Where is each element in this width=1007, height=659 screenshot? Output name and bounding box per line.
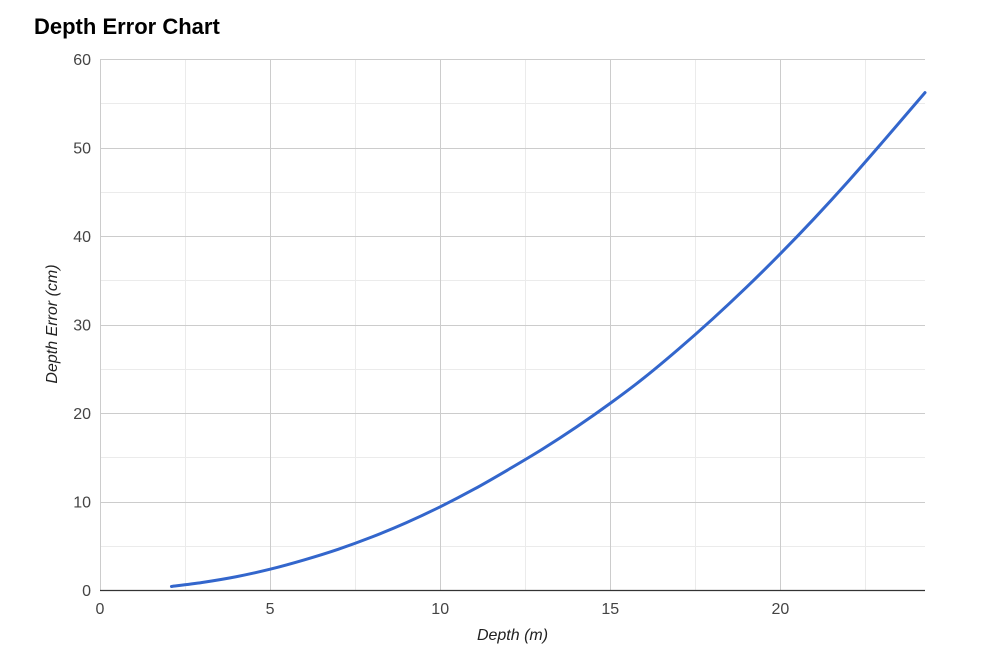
y-axis-title: Depth Error (cm) [44, 264, 61, 383]
x-axis-tick-labels: 0 5 10 15 20 [96, 601, 790, 618]
x-tick-label: 5 [266, 601, 275, 618]
y-tick-label: 0 [82, 583, 91, 600]
y-tick-label: 30 [73, 318, 91, 335]
y-tick-label: 50 [73, 141, 91, 158]
y-tick-label: 10 [73, 495, 91, 512]
major-gridlines [100, 59, 925, 590]
y-tick-label: 40 [73, 229, 91, 246]
y-tick-label: 20 [73, 406, 91, 423]
series-layer [169, 91, 927, 588]
x-tick-label: 20 [772, 601, 790, 618]
x-tick-label: 0 [96, 601, 105, 618]
series-line [169, 91, 927, 588]
axes [100, 59, 925, 592]
minor-gridlines [100, 59, 925, 590]
chart-title: Depth Error Chart [34, 14, 220, 39]
y-tick-label: 60 [73, 52, 91, 69]
x-axis-title: Depth (m) [477, 627, 548, 644]
x-tick-label: 15 [601, 601, 619, 618]
x-tick-label: 10 [431, 601, 449, 618]
y-axis-tick-labels: 0 10 20 30 40 50 60 [73, 52, 91, 600]
